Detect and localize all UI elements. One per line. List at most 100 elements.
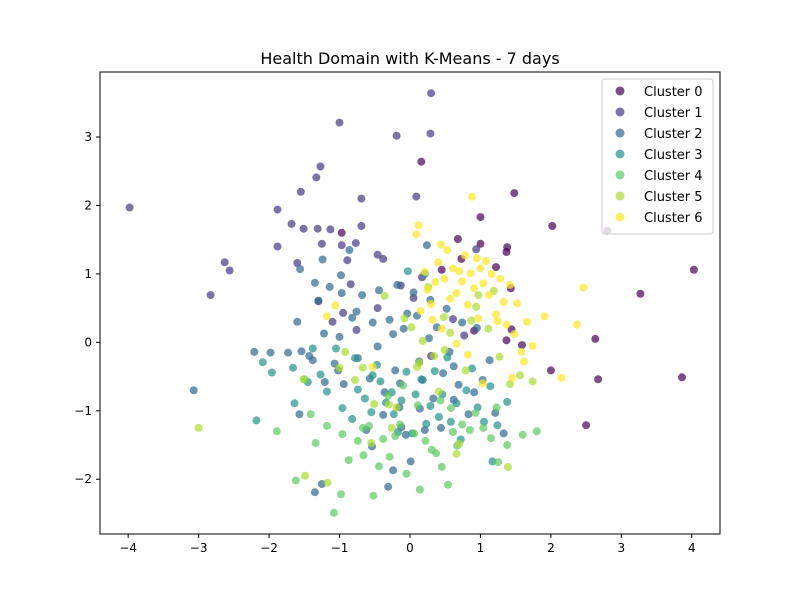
x-axis: −4 −3 −2 −1 0 1 2 3 4: [119, 534, 696, 555]
data-point: [479, 423, 488, 432]
data-point: [413, 401, 422, 410]
legend-box: [601, 78, 714, 235]
data-point: [344, 456, 353, 465]
y-tick-label: −1: [74, 404, 92, 418]
data-point: [532, 427, 541, 436]
data-point: [360, 394, 369, 403]
data-point: [384, 391, 393, 400]
data-point: [437, 462, 446, 471]
data-point: [384, 482, 393, 491]
data-point: [332, 344, 340, 353]
data-point: [678, 373, 686, 382]
data-point: [409, 293, 418, 302]
data-point: [351, 239, 360, 248]
data-point: [329, 508, 338, 517]
legend-marker: [615, 107, 625, 117]
data-point: [463, 350, 472, 359]
data-point: [460, 331, 469, 340]
data-point: [351, 376, 359, 384]
data-point: [316, 370, 325, 379]
data-point: [312, 173, 321, 182]
data-point: [379, 410, 388, 419]
data-point: [420, 267, 429, 276]
data-point: [449, 315, 457, 324]
data-point: [367, 439, 376, 447]
data-point: [517, 347, 526, 356]
data-point: [494, 458, 503, 467]
data-point: [446, 404, 455, 413]
data-point: [368, 318, 377, 327]
data-point: [402, 367, 411, 376]
data-point: [310, 488, 319, 497]
data-point: [322, 421, 331, 430]
data-point: [502, 336, 511, 345]
data-point: [426, 402, 435, 410]
data-point: [478, 379, 487, 388]
data-point: [467, 316, 476, 325]
data-point: [415, 358, 424, 367]
data-point: [449, 264, 457, 273]
data-point: [422, 419, 431, 428]
data-point: [384, 400, 393, 409]
data-point: [392, 131, 401, 140]
data-point: [293, 259, 302, 267]
data-point: [337, 490, 345, 499]
x-tick-label: 4: [688, 541, 696, 555]
data-point: [299, 375, 308, 384]
data-point: [499, 429, 508, 438]
data-point: [476, 264, 485, 273]
data-point: [301, 471, 309, 480]
data-point: [346, 280, 355, 289]
data-point: [484, 324, 493, 333]
data-point: [479, 279, 488, 288]
data-point: [358, 291, 367, 300]
data-point: [449, 428, 457, 436]
legend-label: Cluster 5: [644, 190, 703, 205]
x-tick-label: −4: [119, 541, 137, 555]
y-tick-label: 1: [84, 267, 92, 281]
data-point: [314, 296, 323, 305]
data-point: [125, 203, 134, 212]
data-point: [636, 289, 645, 298]
data-point: [492, 403, 501, 412]
y-tick-label: 2: [84, 198, 92, 212]
data-point: [429, 394, 438, 403]
data-point: [495, 352, 504, 361]
data-point: [472, 245, 481, 254]
data-point: [518, 430, 527, 439]
data-point: [432, 449, 441, 458]
x-tick-label: −1: [331, 541, 349, 555]
data-point: [422, 241, 431, 250]
data-point: [466, 269, 475, 278]
data-point: [206, 291, 215, 300]
data-point: [267, 368, 276, 377]
x-tick-label: 2: [547, 541, 555, 555]
data-point: [410, 429, 419, 438]
data-point: [325, 282, 334, 291]
data-point: [338, 404, 347, 413]
data-point: [343, 256, 352, 265]
data-point: [400, 314, 409, 323]
data-point: [442, 304, 451, 313]
data-point: [579, 283, 588, 292]
data-point: [359, 451, 368, 460]
data-point: [499, 298, 508, 306]
data-point: [461, 251, 469, 260]
data-point: [370, 400, 379, 408]
data-point: [452, 449, 461, 458]
data-point: [373, 250, 382, 259]
legend-label: Cluster 0: [644, 85, 703, 100]
data-point: [446, 294, 455, 303]
data-point: [273, 242, 282, 251]
data-point: [482, 256, 491, 265]
data-point: [455, 439, 464, 448]
data-point: [313, 224, 322, 233]
data-point: [369, 491, 378, 500]
data-point: [426, 129, 435, 138]
legend-label: Cluster 4: [644, 169, 703, 184]
data-point: [503, 462, 512, 471]
data-point: [320, 378, 329, 387]
data-point: [485, 356, 494, 365]
data-point: [476, 239, 485, 248]
data-point: [402, 469, 411, 478]
